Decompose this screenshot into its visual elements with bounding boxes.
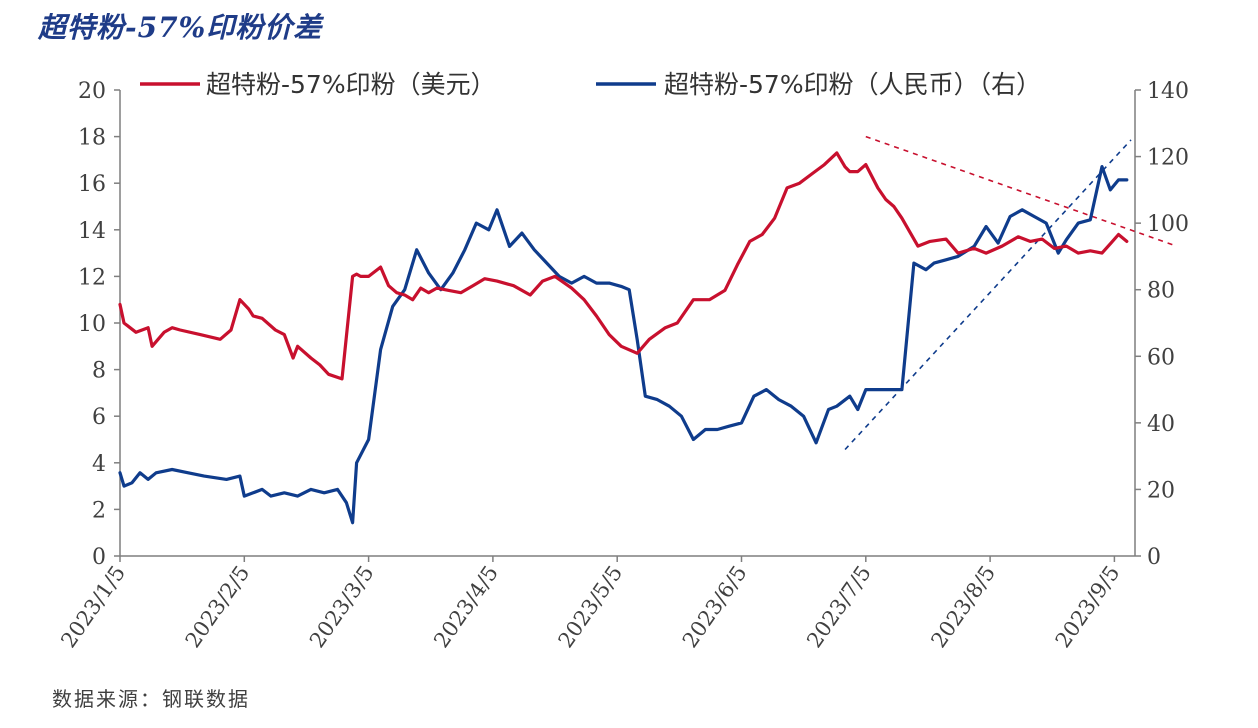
x-tick-label: 2023/6/5	[678, 561, 752, 652]
x-tick-label: 2023/5/5	[554, 561, 628, 652]
rmb-trendline	[844, 139, 1132, 451]
chart: 0 2 4 6 8 10 12 14 16 18 20 0 20 40 60 80 100 120 140 2023/…	[56, 70, 1189, 652]
right-tick-label: 0	[1147, 545, 1161, 570]
legend: 超特粉-57%印粉（美元） 超特粉-57%印粉（人民币）（右）	[140, 70, 1041, 99]
left-tick-label: 8	[92, 359, 106, 384]
right-tick-label: 80	[1147, 279, 1175, 304]
legend-label: 超特粉-57%印粉（美元）	[206, 70, 496, 99]
right-tick-label: 140	[1147, 79, 1189, 104]
usd-trendline	[865, 135, 1177, 247]
axes: 0 2 4 6 8 10 12 14 16 18 20 0 20 40 60 80 100 120 140 2023/…	[56, 79, 1189, 652]
page-title: 超特粉-57%印粉价差	[38, 11, 323, 44]
right-tick-label: 40	[1147, 412, 1175, 437]
x-tick-label: 2023/8/5	[926, 561, 1000, 652]
legend-label: 超特粉-57%印粉（人民币）（右）	[664, 70, 1041, 99]
right-tick-label: 60	[1147, 345, 1175, 370]
source-note: 数据来源：钢联数据	[52, 687, 250, 711]
left-tick-label: 6	[92, 405, 106, 430]
trendlines	[844, 135, 1177, 451]
rmb-series-line	[118, 165, 1129, 525]
x-tick-label: 2023/9/5	[1051, 561, 1125, 652]
x-tick-label: 2023/7/5	[802, 561, 876, 652]
usd-series-line	[118, 151, 1129, 381]
left-tick-label: 2	[92, 498, 106, 523]
x-tick-label: 2023/2/5	[181, 561, 255, 652]
left-tick-label: 0	[92, 545, 106, 570]
left-tick-label: 20	[78, 79, 106, 104]
left-tick-label: 12	[78, 265, 106, 290]
left-tick-label: 18	[78, 126, 106, 151]
series-layer	[118, 151, 1129, 525]
right-tick-label: 20	[1147, 478, 1175, 503]
x-tick-label: 2023/4/5	[429, 561, 503, 652]
left-tick-label: 14	[78, 219, 106, 244]
x-tick-label: 2023/3/5	[305, 561, 379, 652]
left-tick-label: 16	[78, 172, 106, 197]
left-tick-label: 10	[78, 312, 106, 337]
left-tick-label: 4	[92, 452, 106, 477]
right-tick-label: 100	[1147, 212, 1189, 237]
x-tick-label: 2023/1/5	[56, 561, 130, 652]
right-tick-label: 120	[1147, 146, 1189, 171]
